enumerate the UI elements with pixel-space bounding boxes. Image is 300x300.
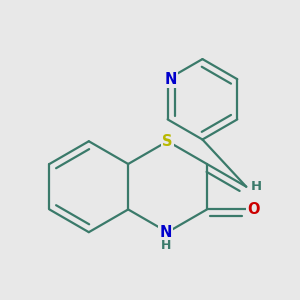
Text: H: H [160,239,171,252]
Text: O: O [247,202,260,217]
Text: N: N [160,225,172,240]
Text: N: N [164,72,177,87]
Text: S: S [162,134,173,149]
Text: H: H [251,179,262,193]
